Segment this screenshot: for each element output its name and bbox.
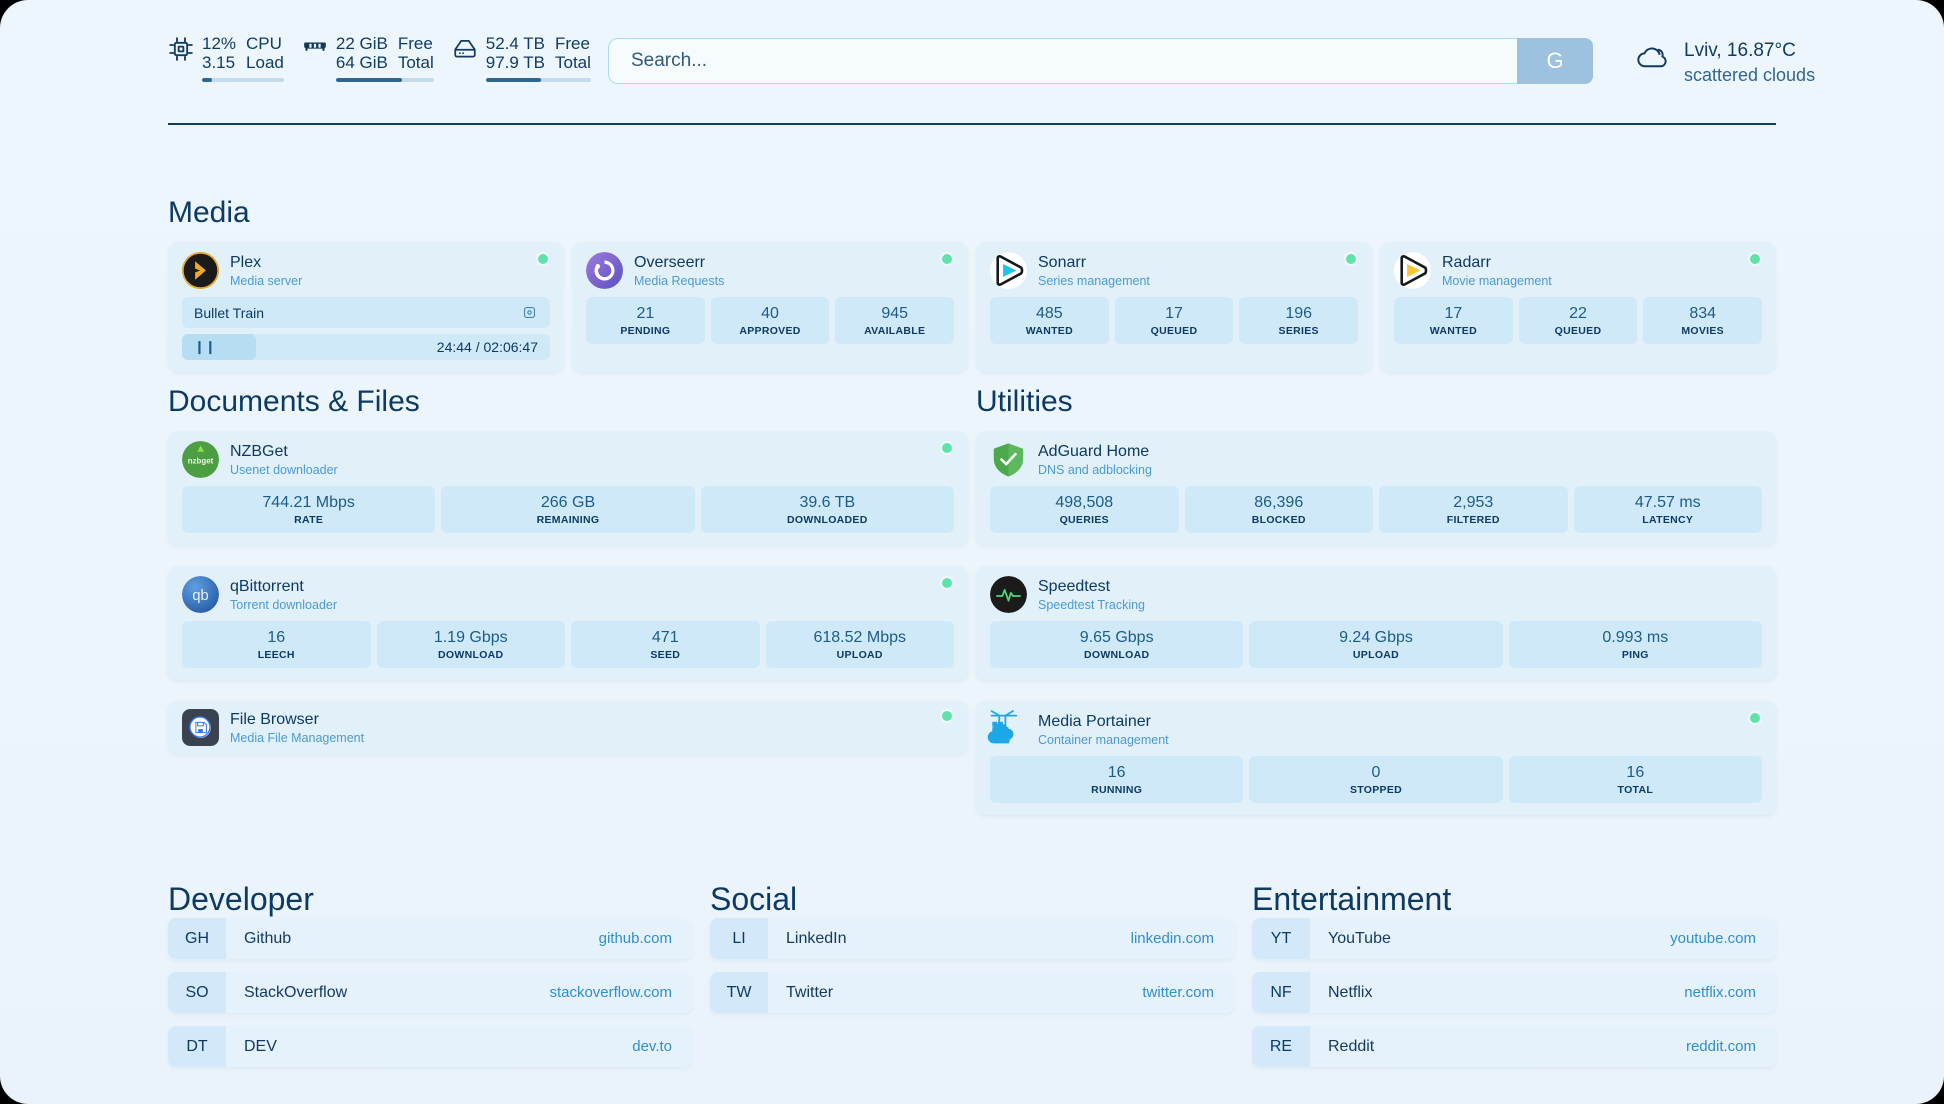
- svg-text:nzbget: nzbget: [188, 456, 214, 465]
- svg-text:qb: qb: [192, 588, 208, 604]
